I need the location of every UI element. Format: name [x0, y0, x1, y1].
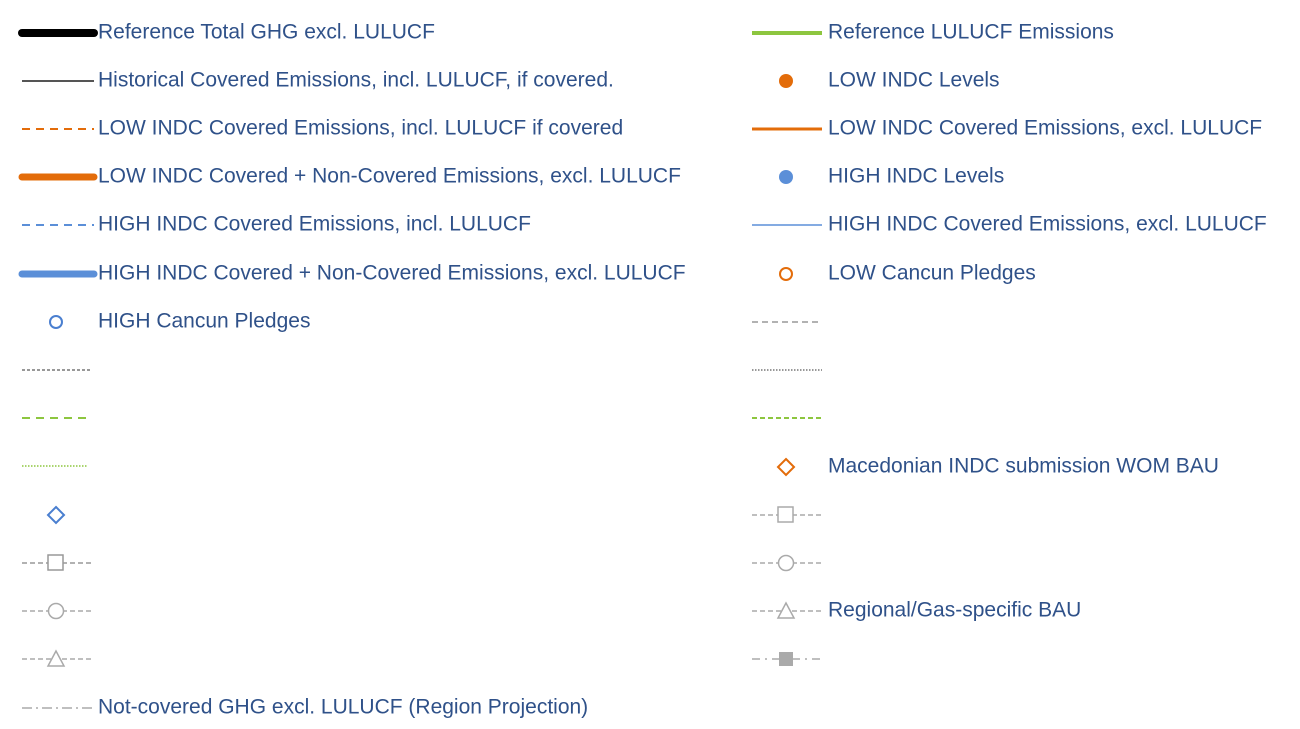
- symbol: [777, 554, 795, 572]
- legend-label: LOW Cancun Pledges: [828, 262, 1036, 285]
- legend-label: Macedonian INDC submission WOM BAU: [828, 455, 1219, 478]
- symbol: [46, 649, 66, 667]
- legend-label: LOW INDC Levels: [828, 69, 1000, 92]
- legend-label: Reference LULUCF Emissions: [828, 21, 1114, 44]
- legend-label: HIGH INDC Covered Emissions, incl. LULUC…: [98, 213, 531, 236]
- symbol: [779, 652, 793, 666]
- symbol: [47, 554, 64, 571]
- right-symbols: [752, 31, 822, 666]
- symbol: [47, 602, 65, 620]
- legend-label: HIGH INDC Covered Emissions, excl. LULUC…: [828, 213, 1267, 236]
- left-symbols: [18, 29, 98, 709]
- symbol: [779, 267, 793, 281]
- symbol: [779, 74, 793, 88]
- symbol: [49, 315, 63, 329]
- legend-label: LOW INDC Covered Emissions, incl. LULUCF…: [98, 117, 623, 140]
- legend-label: HIGH Cancun Pledges: [98, 310, 310, 333]
- symbol: [776, 457, 796, 477]
- symbol: [46, 505, 66, 525]
- legend-label: LOW INDC Covered + Non-Covered Emissions…: [98, 165, 681, 188]
- legend-label: Not-covered GHG excl. LULUCF (Region Pro…: [98, 696, 588, 719]
- left-labels: Reference Total GHG excl. LULUCF Histori…: [98, 21, 686, 719]
- legend-label: Reference Total GHG excl. LULUCF: [98, 21, 435, 44]
- symbol: [779, 170, 793, 184]
- legend-label: Regional/Gas-specific BAU: [828, 599, 1081, 622]
- legend-label: LOW INDC Covered Emissions, excl. LULUCF: [828, 117, 1262, 140]
- legend-label: HIGH INDC Covered + Non-Covered Emission…: [98, 262, 686, 285]
- legend-label: HIGH INDC Levels: [828, 165, 1004, 188]
- symbol: [776, 601, 796, 619]
- legend-label: Historical Covered Emissions, incl. LULU…: [98, 69, 614, 92]
- symbol: [777, 506, 794, 523]
- right-labels: Reference LULUCF Emissions LOW INDC Leve…: [828, 21, 1267, 622]
